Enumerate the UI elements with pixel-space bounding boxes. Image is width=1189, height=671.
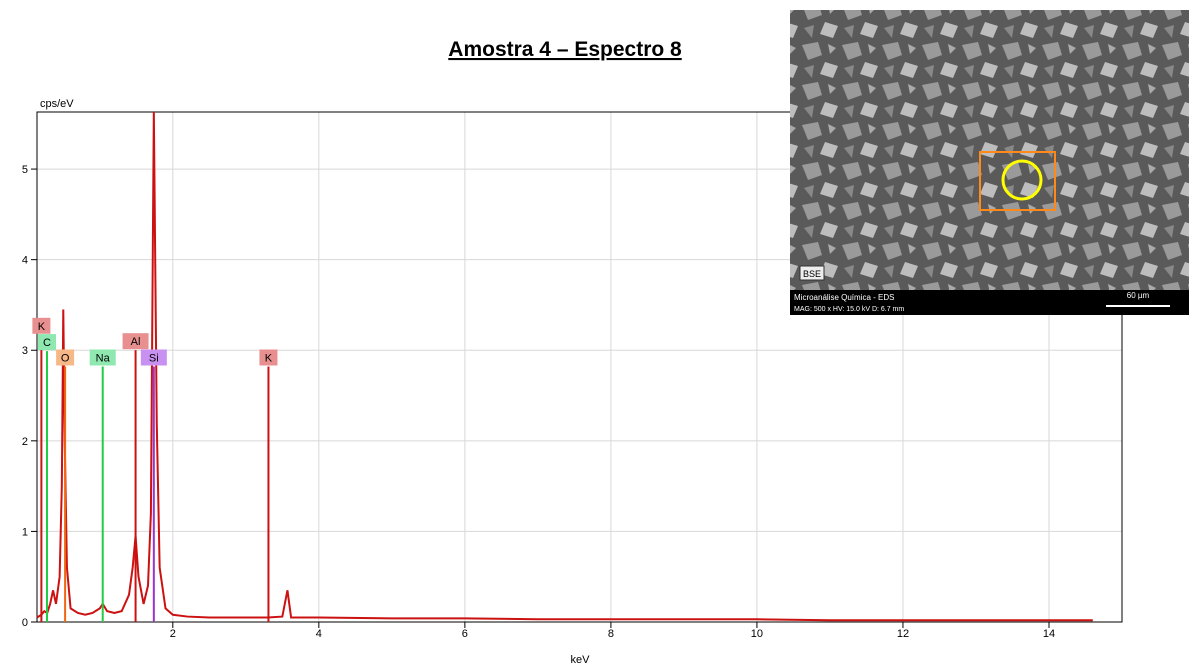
- y-tick-label: 1: [22, 526, 28, 538]
- x-tick-label: 12: [897, 628, 909, 640]
- element-label: K: [38, 321, 46, 333]
- element-label: O: [61, 352, 70, 364]
- sem-image: [790, 10, 1189, 290]
- y-tick-label: 5: [22, 164, 28, 176]
- chart: Amostra 4 – Espectro 8 cps/eV keV 246810…: [0, 0, 1189, 666]
- inset-params: MAG: 500 x HV: 15.0 kV D: 6.7 mm: [794, 306, 904, 313]
- detector-label: BSE: [803, 269, 821, 279]
- x-tick-label: 14: [1043, 628, 1055, 640]
- element-label: Al: [131, 336, 141, 348]
- sem-inset: BSE Microanálise Química - EDS MAG: 500 …: [790, 10, 1189, 315]
- x-tick-label: 4: [316, 628, 322, 640]
- y-tick-label: 2: [22, 436, 28, 448]
- element-label: Na: [96, 352, 111, 364]
- x-tick-label: 6: [462, 628, 468, 640]
- scale-label: 60 µm: [1127, 291, 1150, 300]
- y-axis-label: cps/eV: [40, 98, 74, 110]
- y-tick-label: 3: [22, 345, 28, 357]
- page: {"chart_data":{"type":"line","title":"Am…: [0, 0, 1189, 671]
- element-label: K: [265, 352, 273, 364]
- element-label: C: [43, 337, 51, 349]
- chart-title: Amostra 4 – Espectro 8: [448, 38, 682, 61]
- x-axis-label: keV: [571, 654, 591, 666]
- element-label: Si: [149, 352, 159, 364]
- inset-caption: Microanálise Química - EDS: [794, 293, 894, 302]
- y-tick-label: 4: [22, 255, 28, 267]
- y-tick-label: 0: [22, 617, 28, 629]
- x-tick-label: 10: [751, 628, 763, 640]
- x-tick-label: 2: [170, 628, 176, 640]
- x-tick-label: 8: [608, 628, 614, 640]
